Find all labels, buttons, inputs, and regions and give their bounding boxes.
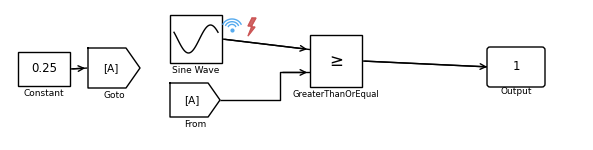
Polygon shape [248,18,256,36]
Text: GreaterThanOrEqual: GreaterThanOrEqual [292,90,380,99]
Bar [310,35,362,87]
Polygon shape [170,83,220,117]
Text: [A]: [A] [184,95,200,105]
Bar [170,15,222,63]
Bar [18,52,70,86]
Text: Sine Wave: Sine Wave [173,66,219,75]
Text: ≥: ≥ [329,52,343,70]
Text: 1: 1 [512,60,519,74]
Text: Output: Output [500,87,532,96]
Polygon shape [88,48,140,88]
Text: [A]: [A] [103,63,118,73]
FancyBboxPatch shape [487,47,545,87]
Text: From: From [184,120,206,129]
Text: Goto: Goto [103,91,125,100]
Text: Constant: Constant [24,89,64,98]
Text: 0.25: 0.25 [31,63,57,75]
